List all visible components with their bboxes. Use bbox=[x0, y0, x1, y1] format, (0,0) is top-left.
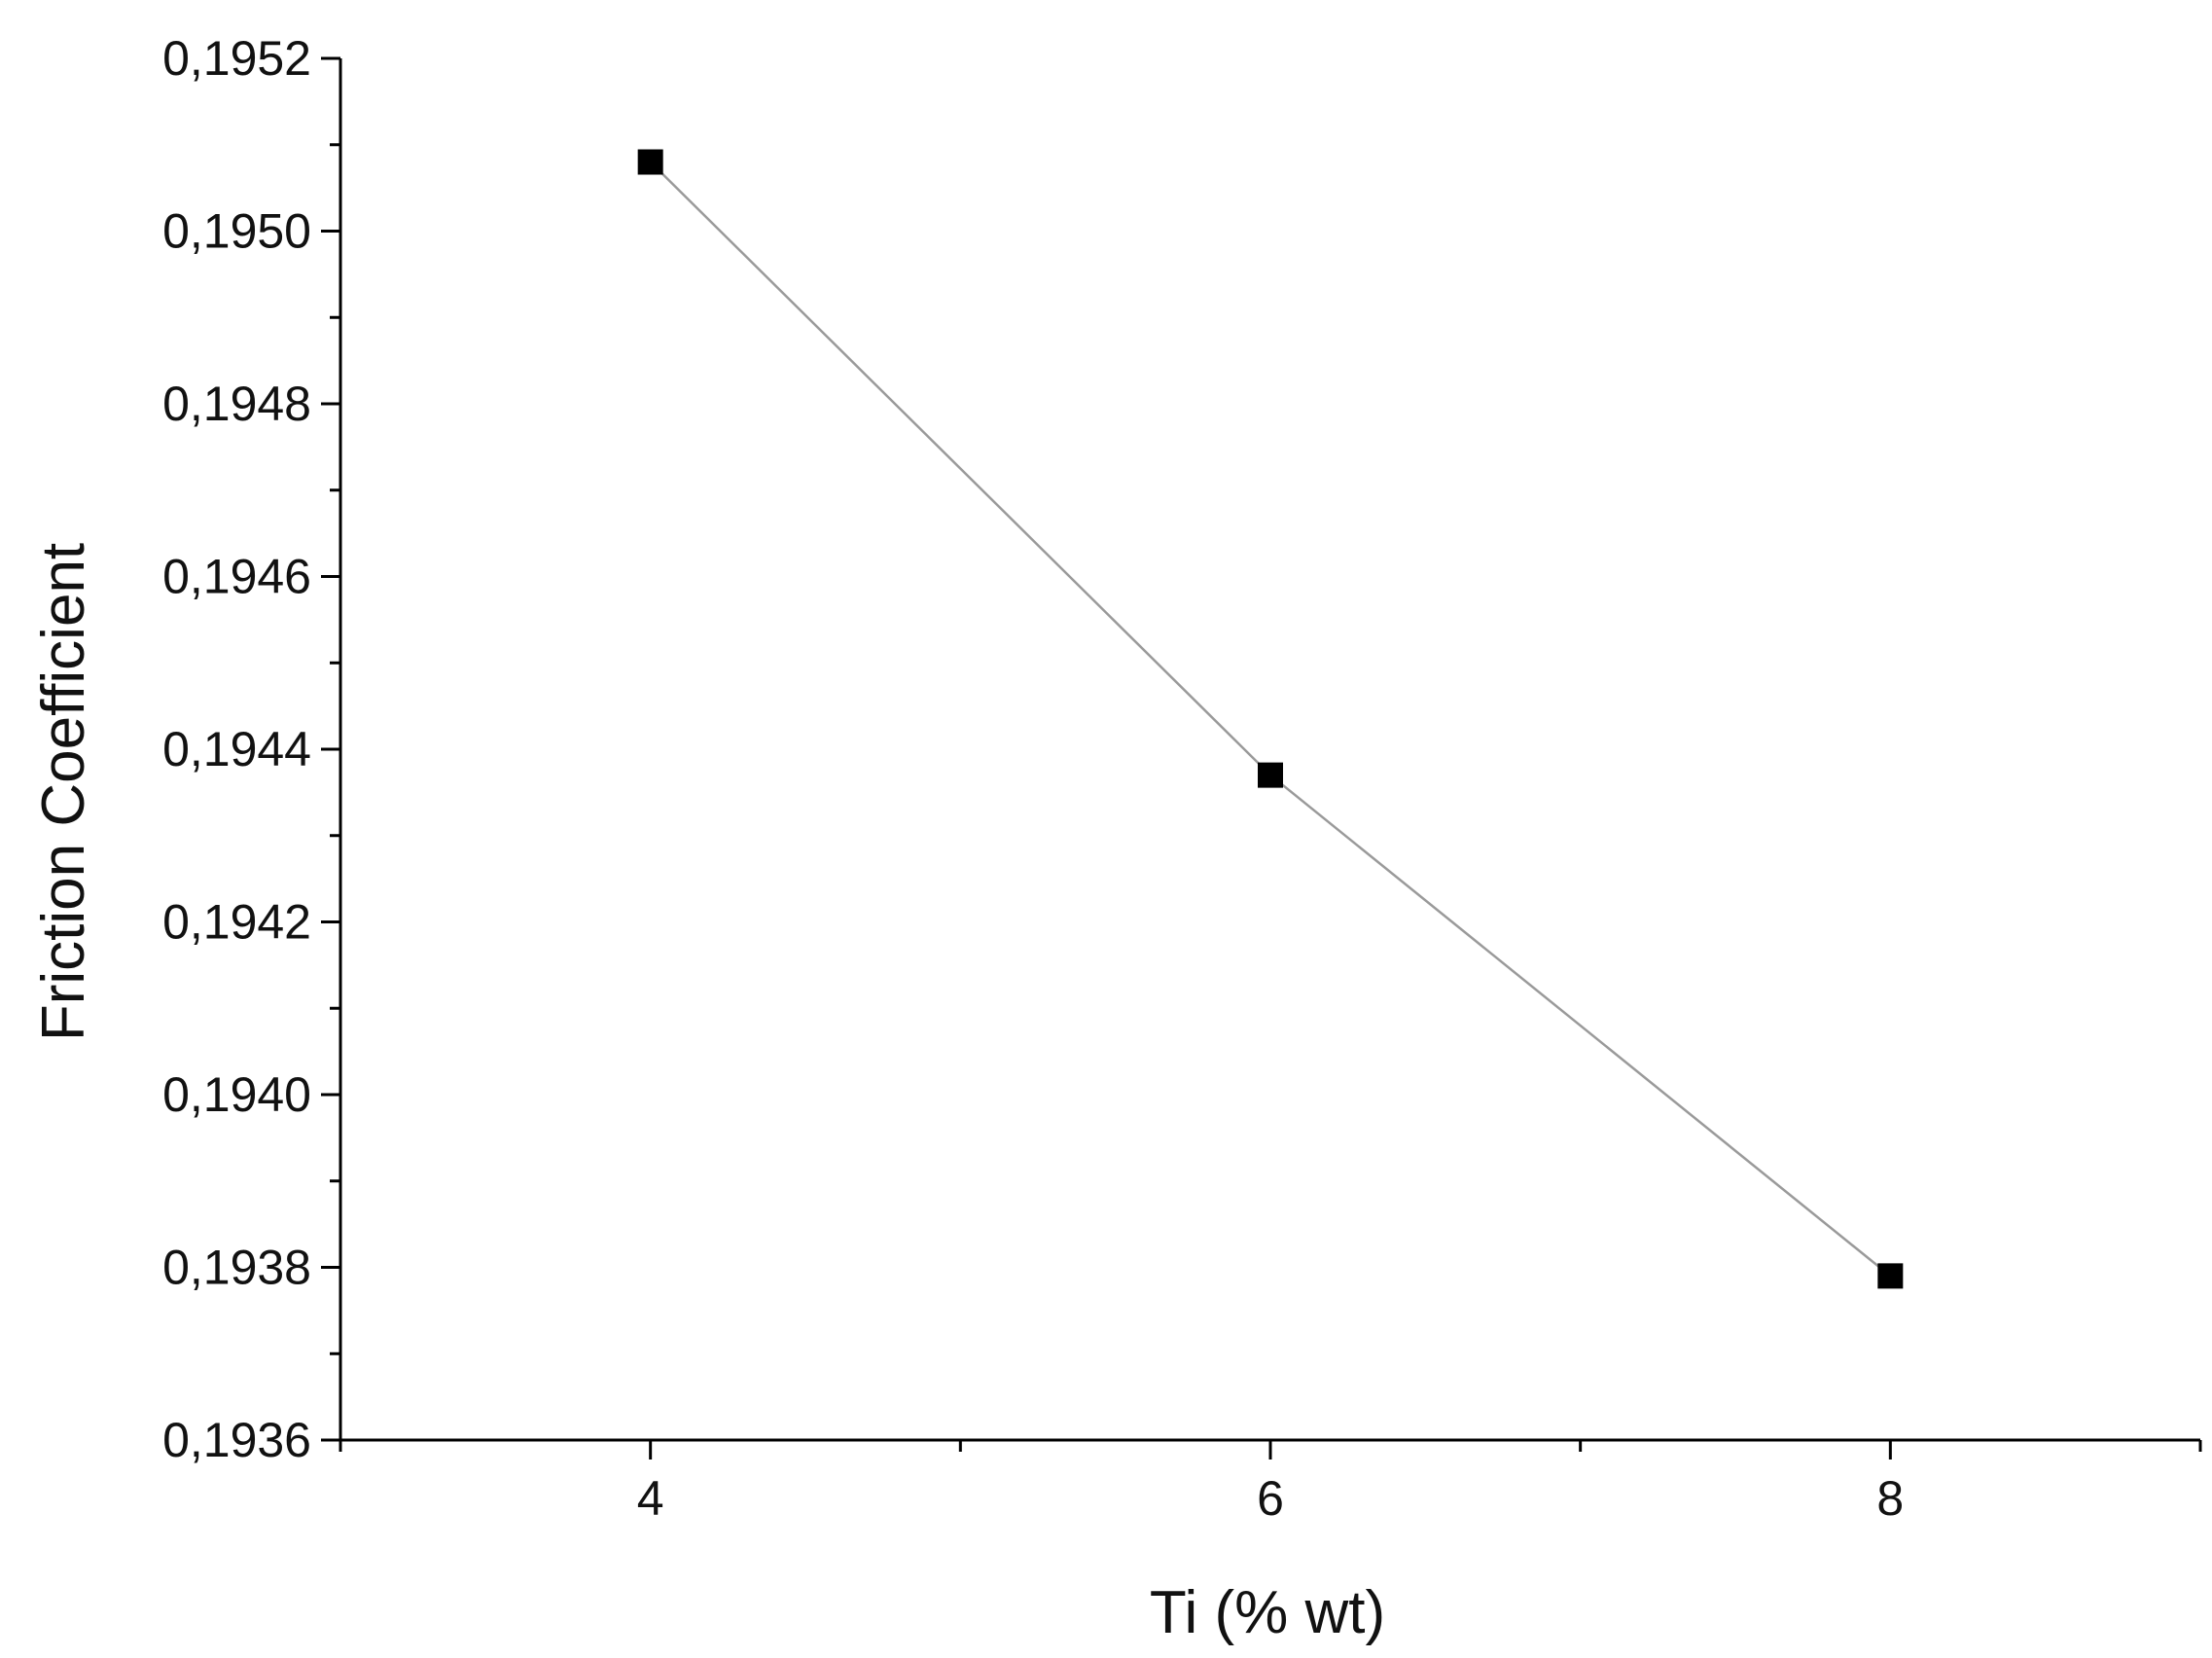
y-axis-title: Friction Coefficient bbox=[30, 543, 97, 1041]
y-tick-label: 0,1936 bbox=[162, 1413, 311, 1467]
y-tick-label: 0,1940 bbox=[162, 1067, 311, 1122]
y-tick-label: 0,1950 bbox=[162, 204, 311, 259]
data-point bbox=[1258, 762, 1283, 788]
x-axis-title: Ti (% wt) bbox=[1150, 1579, 1385, 1646]
data-point bbox=[637, 149, 663, 175]
x-tick-label: 4 bbox=[637, 1471, 664, 1526]
x-tick-label: 8 bbox=[1876, 1471, 1904, 1526]
x-tick-label: 6 bbox=[1257, 1471, 1284, 1526]
y-tick-label: 0,1952 bbox=[162, 31, 311, 86]
series-layer bbox=[637, 149, 1904, 1289]
axes: 0,1936 0,1938 0,1940 0,1942 0,1944 0,1946 0,19… bbox=[162, 31, 2202, 1526]
y-tick-label: 0,1948 bbox=[162, 377, 311, 431]
y-tick-label: 0,1946 bbox=[162, 550, 311, 604]
y-tick-label: 0,1944 bbox=[162, 722, 311, 776]
data-point bbox=[1877, 1263, 1904, 1289]
y-tick-label: 0,1938 bbox=[162, 1241, 311, 1295]
y-tick-label: 0,1942 bbox=[162, 895, 311, 950]
series-line bbox=[649, 161, 1892, 1278]
